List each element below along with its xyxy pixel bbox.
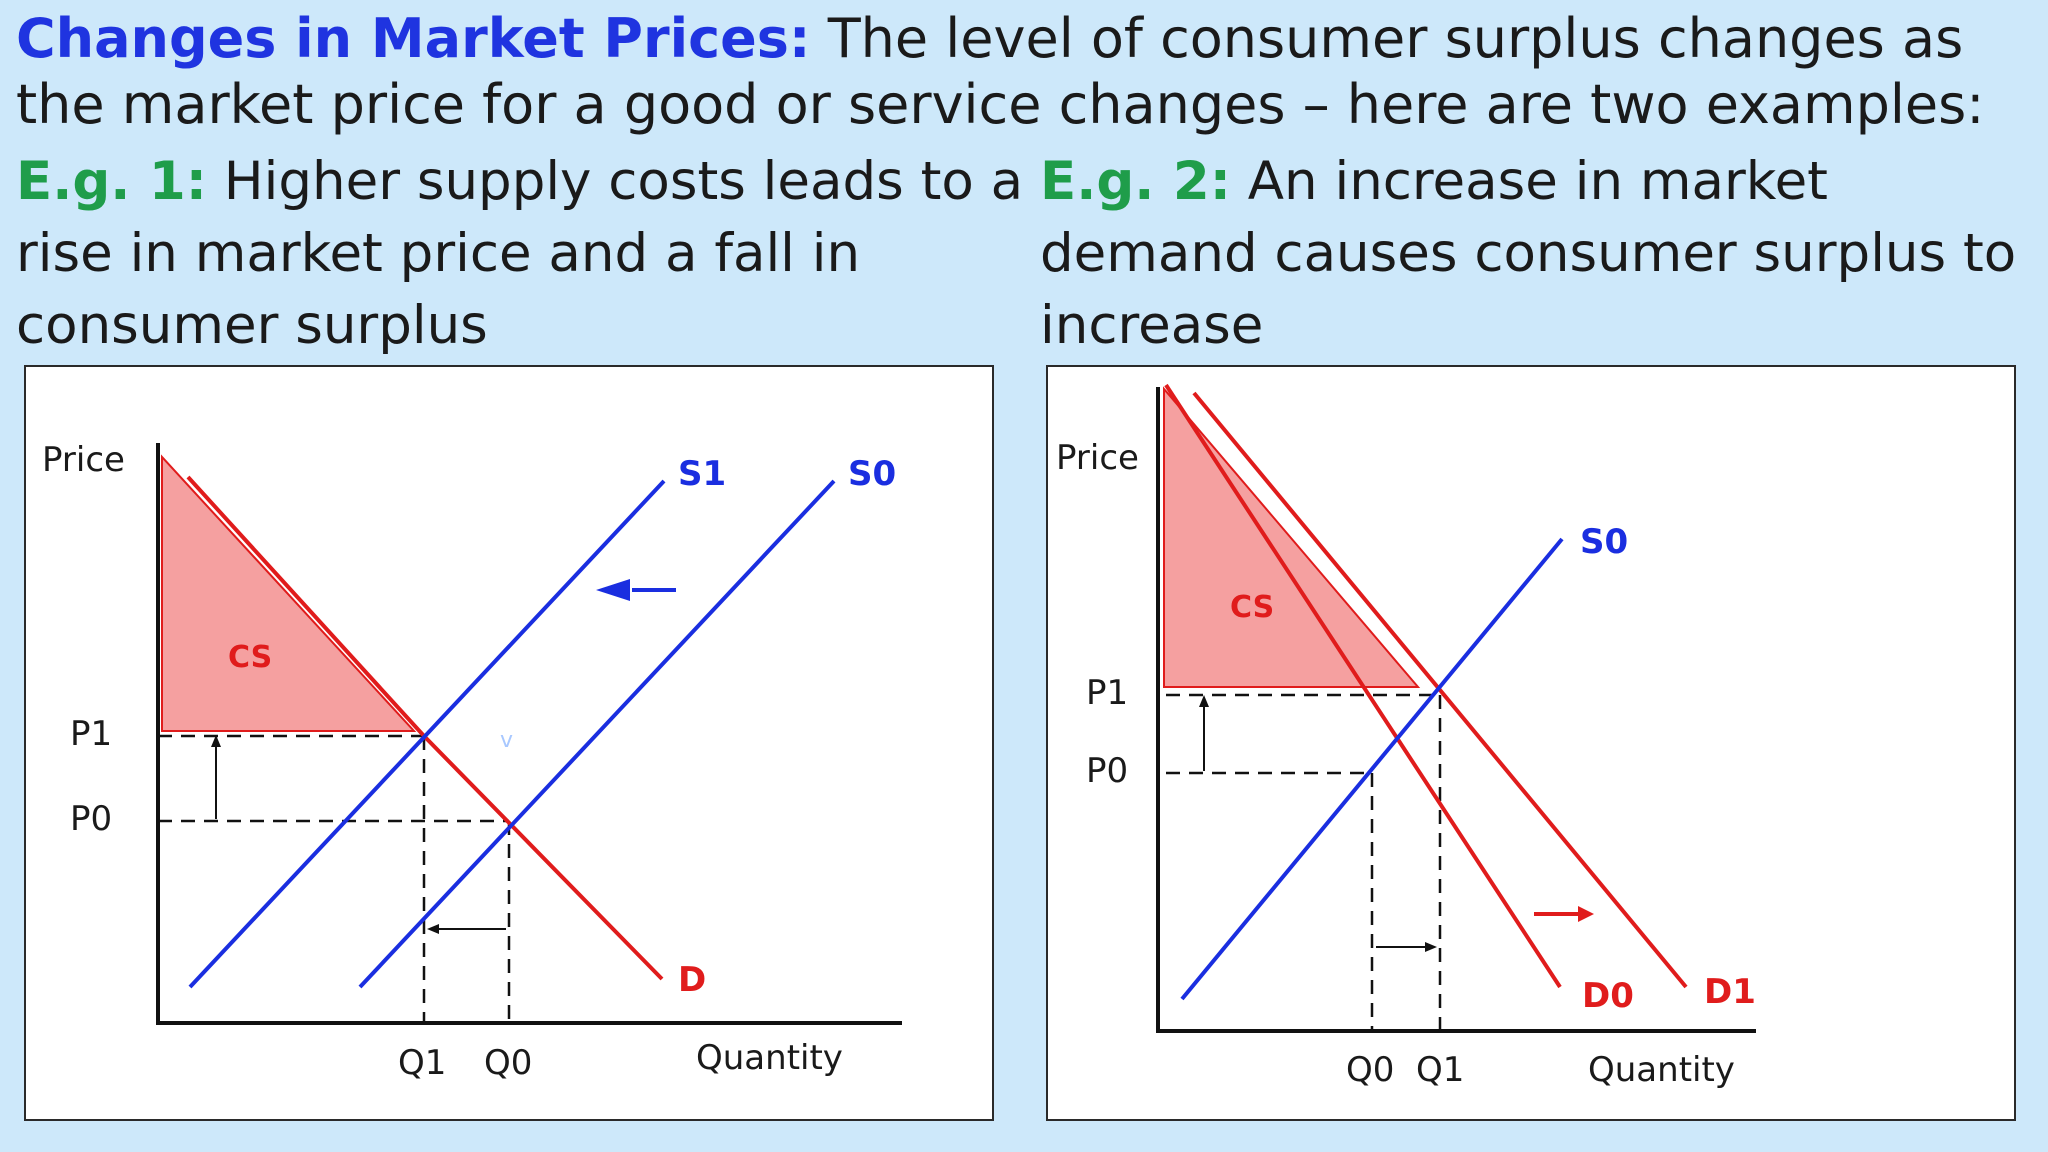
supply-curve-s0 xyxy=(358,479,836,989)
diagram-2-svg: Price Quantity P1 P0 Q0 Q1 S0 D0 D1 CS xyxy=(1056,383,1756,1090)
s0-label: S0 xyxy=(848,454,896,494)
stray-mark: v xyxy=(500,728,513,753)
cs-label: CS xyxy=(228,640,272,675)
supply-curve-s1 xyxy=(188,479,666,989)
header-lead: Changes in Market Prices: xyxy=(16,7,811,70)
demand-curve-d1 xyxy=(1192,391,1688,989)
price-rise-arrowhead xyxy=(1199,695,1209,707)
x-axis-label: Quantity xyxy=(696,1038,843,1078)
d0-label: D0 xyxy=(1582,976,1634,1016)
consumer-surplus-area xyxy=(161,454,417,732)
s0-label: S0 xyxy=(1580,522,1628,562)
consumer-surplus-area xyxy=(1163,386,1421,688)
diagram-supply-shift: Price Quantity P1 P0 Q1 Q0 S1 S0 D CS v xyxy=(24,365,994,1121)
q1-label: Q1 xyxy=(398,1043,446,1083)
example-1-lead: E.g. 1: xyxy=(16,151,207,212)
x-axis-label: Quantity xyxy=(1588,1050,1735,1090)
example-1-text: Higher supply costs leads to a rise in m… xyxy=(16,151,1024,356)
q0-label: Q0 xyxy=(484,1043,532,1083)
d1-label: D1 xyxy=(1704,972,1756,1012)
s1-label: S1 xyxy=(678,454,726,494)
header-text: The level of consumer surplus changes as… xyxy=(16,7,1985,136)
price-rise-arrowhead xyxy=(211,735,221,747)
d-label: D xyxy=(678,960,706,1000)
cs-label: CS xyxy=(1230,590,1274,625)
demand-shift-arrowhead xyxy=(1578,906,1594,922)
p0-label: P0 xyxy=(70,799,112,839)
p0-label: P0 xyxy=(1086,751,1128,791)
supply-shift-arrowhead xyxy=(596,579,630,601)
y-axis-label: Price xyxy=(1056,438,1139,478)
example-2-text: An increase in market demand causes cons… xyxy=(1040,151,2017,356)
p1-label: P1 xyxy=(1086,673,1128,713)
example-2-caption: E.g. 2: An increase in market demand cau… xyxy=(1040,146,2030,362)
quantity-rise-arrowhead xyxy=(1425,942,1437,952)
diagram-demand-shift: Price Quantity P1 P0 Q0 Q1 S0 D0 D1 CS xyxy=(1046,365,2016,1121)
p1-label: P1 xyxy=(70,714,112,754)
example-2-lead: E.g. 2: xyxy=(1040,151,1231,212)
diagram-1-svg: Price Quantity P1 P0 Q1 Q0 S1 S0 D CS v xyxy=(42,440,902,1083)
supply-curve-s0 xyxy=(1180,537,1564,1001)
example-1-caption: E.g. 1: Higher supply costs leads to a r… xyxy=(16,146,1026,362)
slide-header: Changes in Market Prices: The level of c… xyxy=(16,6,2026,138)
y-axis-label: Price xyxy=(42,440,125,480)
quantity-fall-arrowhead xyxy=(427,924,439,934)
q1-label: Q1 xyxy=(1416,1050,1464,1090)
demand-curve-d0 xyxy=(1164,383,1562,989)
q0-label: Q0 xyxy=(1346,1050,1394,1090)
